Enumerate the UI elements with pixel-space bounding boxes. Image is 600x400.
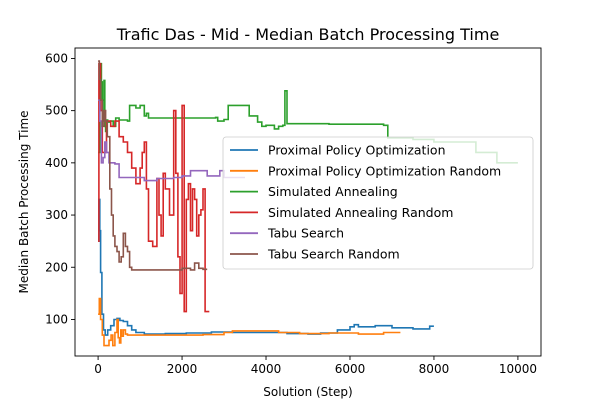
x-tick-label: 2000 bbox=[167, 362, 198, 376]
chart-title: Trafic Das - Mid - Median Batch Processi… bbox=[116, 25, 500, 44]
y-axis-ticks: 100 200 300 400 500 600 bbox=[45, 51, 75, 326]
legend-label-6: Tabu Search Random bbox=[267, 247, 400, 262]
y-tick-label: 200 bbox=[45, 260, 68, 274]
x-tick-label: 0 bbox=[94, 362, 102, 376]
y-tick-label: 300 bbox=[45, 208, 68, 222]
series-line-1 bbox=[98, 198, 434, 336]
x-tick-label: 8000 bbox=[419, 362, 450, 376]
series-line-6 bbox=[98, 60, 208, 271]
legend-label-2: Proximal Policy Optimization Random bbox=[268, 163, 501, 178]
series-line-4 bbox=[98, 62, 210, 313]
series-layer bbox=[98, 60, 518, 347]
x-tick-label: 4000 bbox=[251, 362, 282, 376]
legend-label-3: Simulated Annealing bbox=[268, 184, 398, 199]
plot-area bbox=[74, 47, 542, 357]
legend-label-4: Simulated Annealing Random bbox=[268, 205, 453, 220]
x-axis-ticks: 0 2000 4000 6000 8000 10000 bbox=[94, 356, 537, 376]
y-tick-label: 100 bbox=[45, 312, 68, 326]
legend-label-1: Proximal Policy Optimization bbox=[268, 143, 446, 158]
y-tick-label: 600 bbox=[45, 51, 68, 65]
legend-frame bbox=[222, 136, 534, 270]
x-tick-label: 10000 bbox=[499, 362, 537, 376]
legend: Proximal Policy Optimization Proximal Pol… bbox=[222, 136, 534, 270]
y-axis-label: Median Batch Processing Time bbox=[17, 110, 31, 293]
series-line-2 bbox=[98, 297, 401, 347]
legend-label-5: Tabu Search bbox=[267, 226, 344, 241]
x-tick-label: 6000 bbox=[335, 362, 366, 376]
series-line-5 bbox=[98, 99, 245, 182]
y-tick-label: 400 bbox=[45, 156, 68, 170]
x-axis-label: Solution (Step) bbox=[263, 385, 352, 399]
y-tick-label: 500 bbox=[45, 104, 68, 118]
plot-frame bbox=[74, 47, 542, 357]
